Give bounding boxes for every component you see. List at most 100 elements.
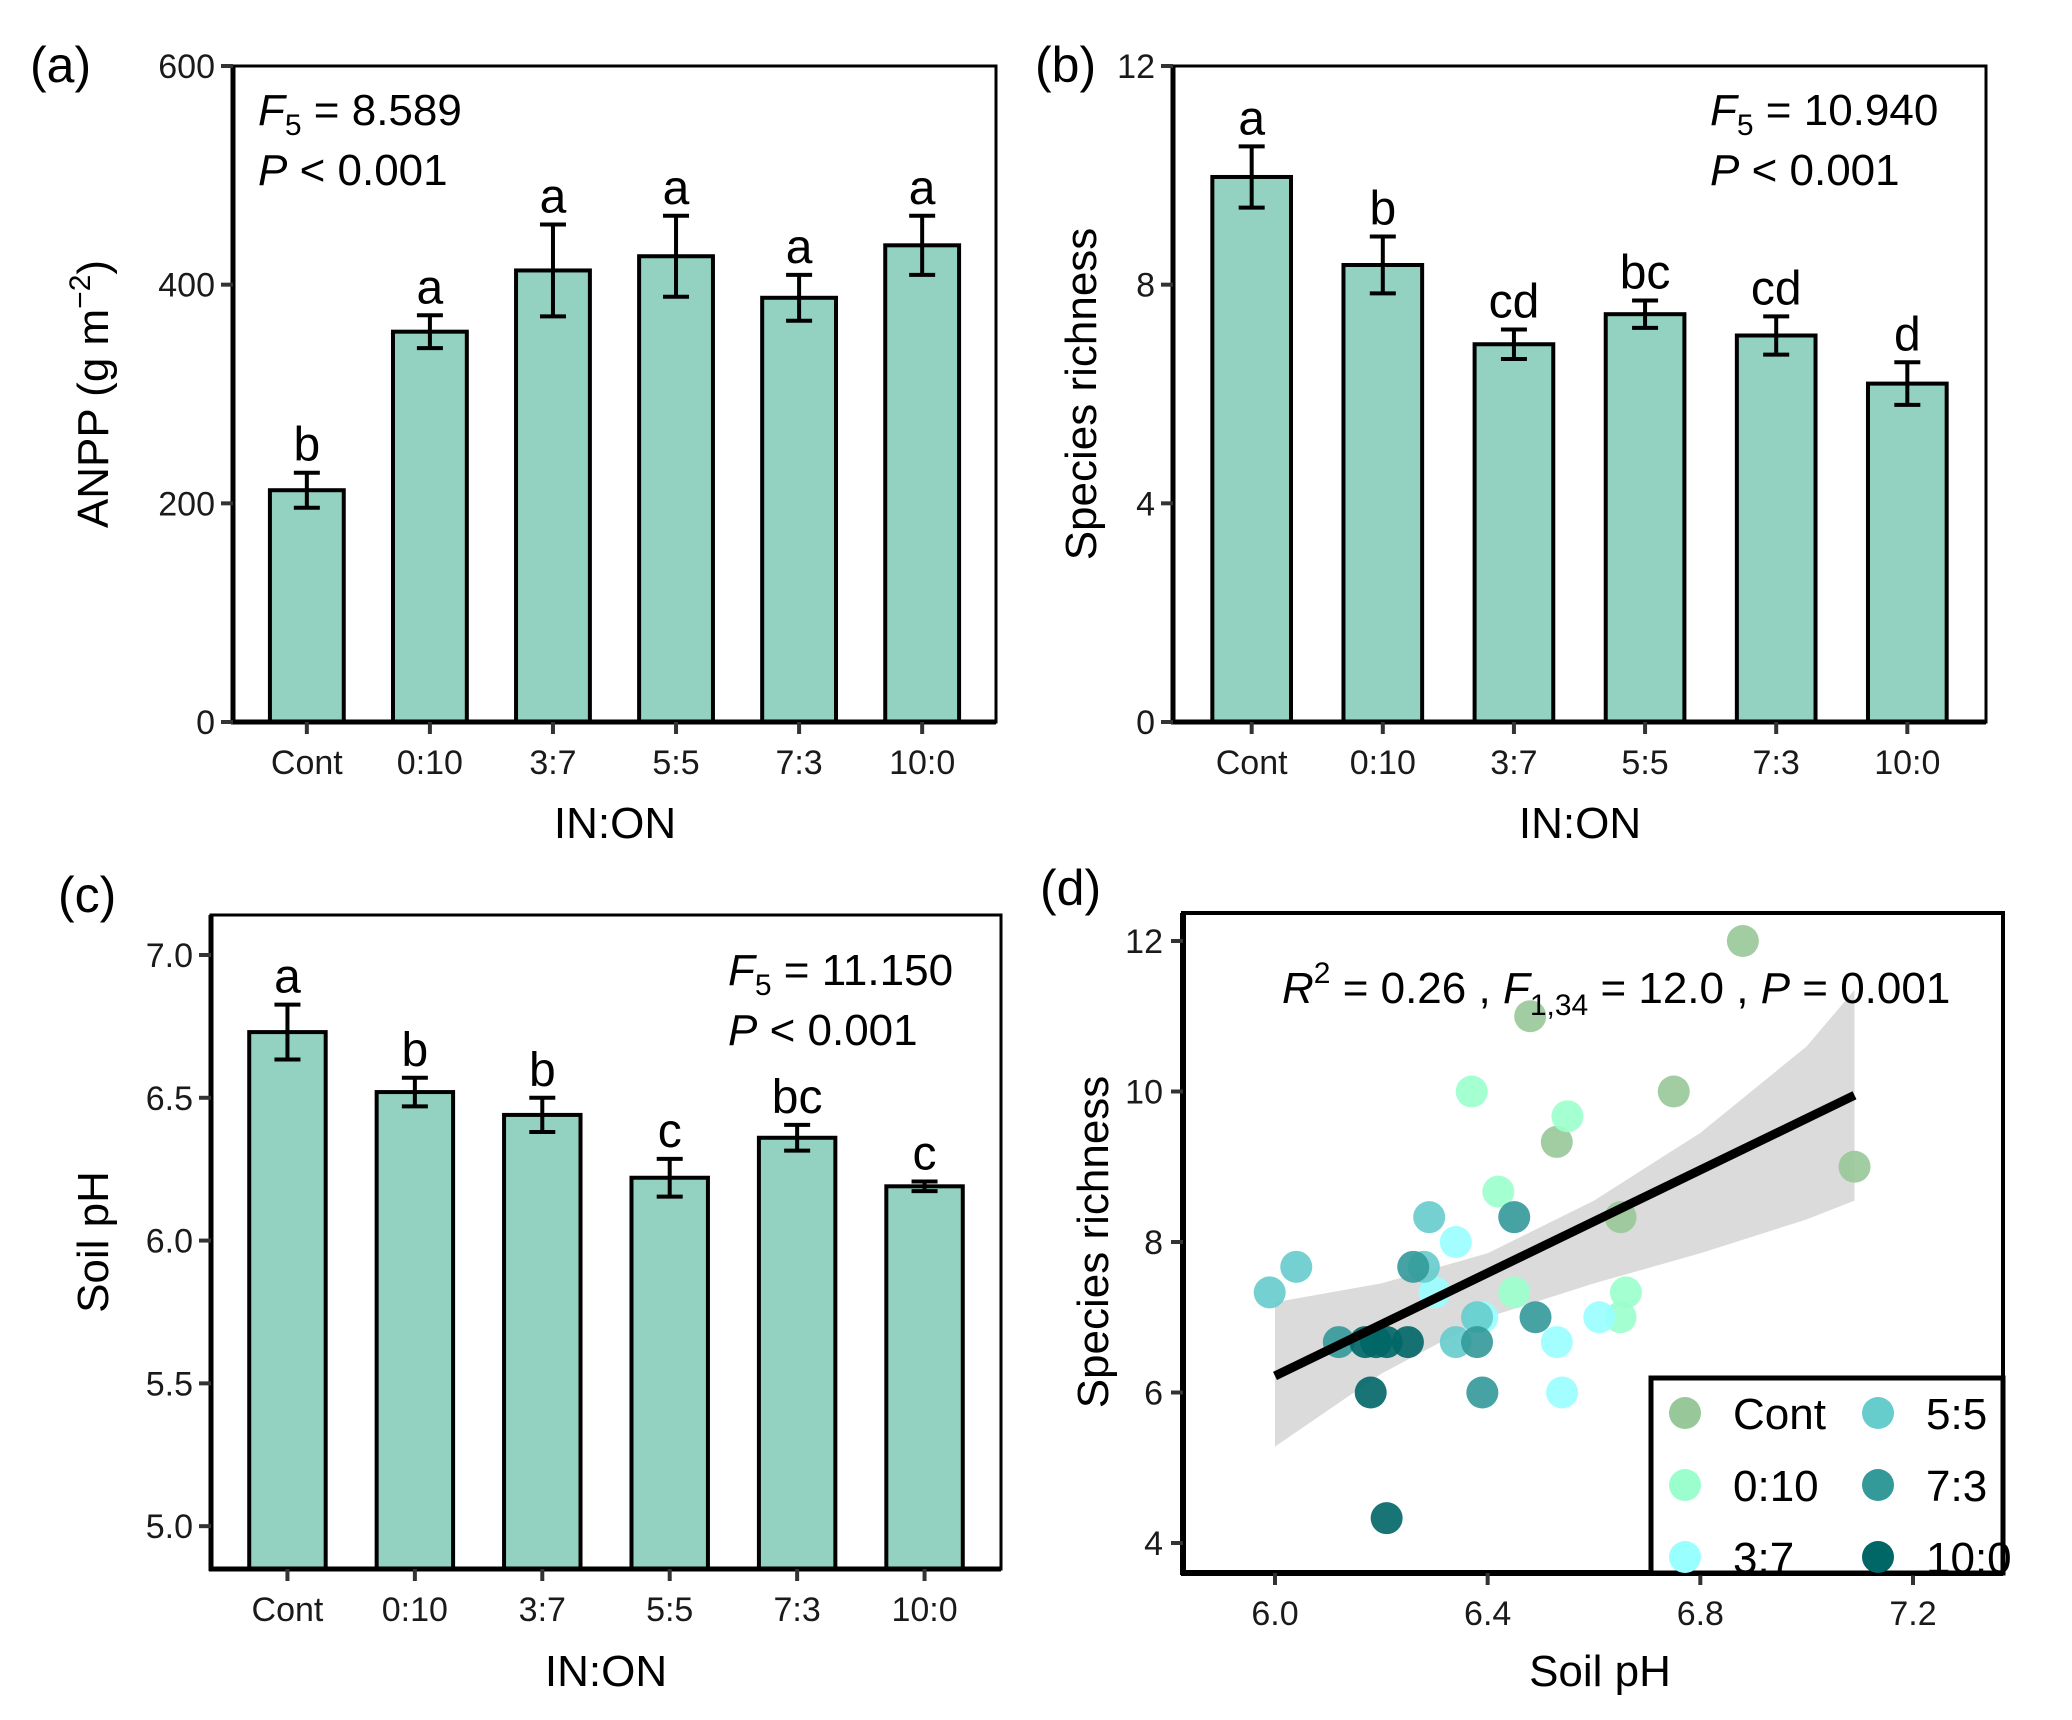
anova-p-value: P < 0.001 <box>1710 146 1900 195</box>
y-tick-label: 600 <box>158 48 215 86</box>
significance-letter: cd <box>1751 262 1802 315</box>
y-tick-label: 5.5 <box>146 1365 193 1403</box>
legend-item: Cont <box>1669 1390 1826 1439</box>
panel-b-species-richness: (b) a b cd bc cd d 0 4 8 12 Cont 0:10 3:7 5:5 7:3 10:0… <box>1035 37 1988 848</box>
y-axis-title: ANPP (g m−2) <box>64 260 118 528</box>
significance-letter: a <box>540 171 567 224</box>
data-point <box>1540 1326 1573 1359</box>
y-axis-title: Species richness <box>1057 228 1106 561</box>
bar-0-10 <box>1341 262 1425 724</box>
data-point <box>1540 1125 1573 1158</box>
x-tick-label: 6.0 <box>1251 1595 1298 1633</box>
regression-annotation: R2 = 0.26 , F1,34 = 12.0 , P = 0.001 <box>1282 957 1950 1022</box>
x-axis-title: IN:ON <box>554 799 676 848</box>
bar-3-7 <box>502 1112 583 1572</box>
data-point <box>1397 1250 1430 1283</box>
x-tick-label: 0:10 <box>1350 744 1416 782</box>
significance-letter: a <box>663 162 690 215</box>
data-point <box>1391 1326 1424 1359</box>
significance-letter: a <box>909 162 936 215</box>
bar-5-5 <box>637 254 715 724</box>
bar-0-10 <box>390 329 469 724</box>
data-point <box>1280 1250 1313 1283</box>
series-10-0 <box>1349 1326 1424 1535</box>
data-point <box>1519 1301 1552 1334</box>
error-bar <box>529 1095 556 1135</box>
y-tick-label: 6.5 <box>146 1080 193 1118</box>
data-point <box>1466 1376 1499 1409</box>
significance-letter: d <box>1894 308 1921 361</box>
data-point <box>1461 1326 1494 1359</box>
data-point <box>1461 1301 1494 1334</box>
legend-item: 0:10 <box>1669 1462 1819 1511</box>
axes: 0 200 400 600 Cont 0:10 3:7 5:5 7:3 10:0 <box>158 48 998 782</box>
y-tick-label: 0 <box>196 704 215 742</box>
x-axis-title: Soil pH <box>1529 1647 1671 1696</box>
bar-10-0 <box>884 1184 965 1571</box>
error-bar <box>784 1122 811 1153</box>
legend-item: 3:7 <box>1669 1534 1794 1583</box>
data-point <box>1498 1276 1531 1309</box>
significance-letter: c <box>913 1127 937 1180</box>
error-bar <box>663 213 690 299</box>
x-tick-label: 0:10 <box>397 744 463 782</box>
anova-f-stat: F5 = 10.940 <box>1710 86 1938 142</box>
anova-p-value: P < 0.001 <box>258 146 448 195</box>
significance-letter: bc <box>1620 247 1671 300</box>
legend-label: 3:7 <box>1733 1534 1794 1583</box>
y-tick-label: 4 <box>1144 1525 1163 1563</box>
scatter-points <box>1253 925 1871 1535</box>
data-point <box>1413 1201 1446 1234</box>
legend-box <box>1648 1375 2006 1576</box>
y-tick-label: 5.0 <box>146 1508 193 1546</box>
error-bar <box>656 1156 683 1199</box>
x-tick-label: 5:5 <box>652 744 699 782</box>
y-tick-label: 8 <box>1136 267 1155 305</box>
significance-letter: bc <box>772 1071 823 1124</box>
axes: 0 4 8 12 Cont 0:10 3:7 5:5 7:3 10:0 <box>1117 48 1988 782</box>
bar-3-7 <box>1472 342 1556 724</box>
error-bar <box>786 272 813 323</box>
panel-tag-a: (a) <box>30 37 91 93</box>
bar-cont <box>267 488 346 725</box>
legend-item: 10:0 <box>1862 1534 2012 1583</box>
bar-10-0 <box>883 243 962 724</box>
data-point <box>1838 1150 1871 1183</box>
data-point <box>1726 925 1759 957</box>
bar-7-3 <box>756 1135 838 1571</box>
regression-line-group <box>1273 1091 1857 1380</box>
regression-line <box>1273 1091 1857 1380</box>
x-tick-label: 3:7 <box>519 1591 566 1629</box>
data-point <box>1482 1175 1515 1208</box>
error-bar <box>1369 234 1396 296</box>
x-tick-label: 6.4 <box>1464 1595 1511 1633</box>
data-point <box>1609 1276 1642 1309</box>
y-tick-label: 6.0 <box>146 1223 193 1261</box>
anova-p-value: P < 0.001 <box>728 1006 918 1055</box>
panel-tag-d: (d) <box>1040 860 1101 916</box>
series-0-10 <box>1455 1075 1642 1334</box>
x-tick-label: 7.2 <box>1889 1595 1936 1633</box>
bar-5-5 <box>1603 312 1687 724</box>
error-bar <box>909 213 936 277</box>
panel-d-scatter: (d) 4 6 8 10 12 6.0 6.4 6.8 7.2 R2 = 0.26 , F1,3… <box>1040 860 2012 1696</box>
error-bar <box>274 1002 301 1062</box>
significance-letter: b <box>1369 183 1396 236</box>
y-axis-title: Soil pH <box>69 1171 118 1313</box>
y-tick-label: 7.0 <box>146 937 193 975</box>
legend-swatch <box>1862 1541 1894 1573</box>
data-point <box>1498 1201 1531 1234</box>
error-bar <box>1632 298 1659 330</box>
significance-letter: a <box>417 261 444 314</box>
data-point <box>1657 1075 1690 1108</box>
x-tick-label: 10:0 <box>889 744 955 782</box>
anova-f-stat: F5 = 11.150 <box>728 946 953 1002</box>
x-tick-label: 7:3 <box>775 744 822 782</box>
data-point <box>1455 1075 1488 1108</box>
legend-swatch <box>1669 1469 1701 1501</box>
legend: Cont 0:10 3:7 5:5 7:3 10:0 <box>1648 1375 2012 1583</box>
x-tick-label: 5:5 <box>1621 744 1668 782</box>
y-tick-label: 4 <box>1136 485 1155 523</box>
